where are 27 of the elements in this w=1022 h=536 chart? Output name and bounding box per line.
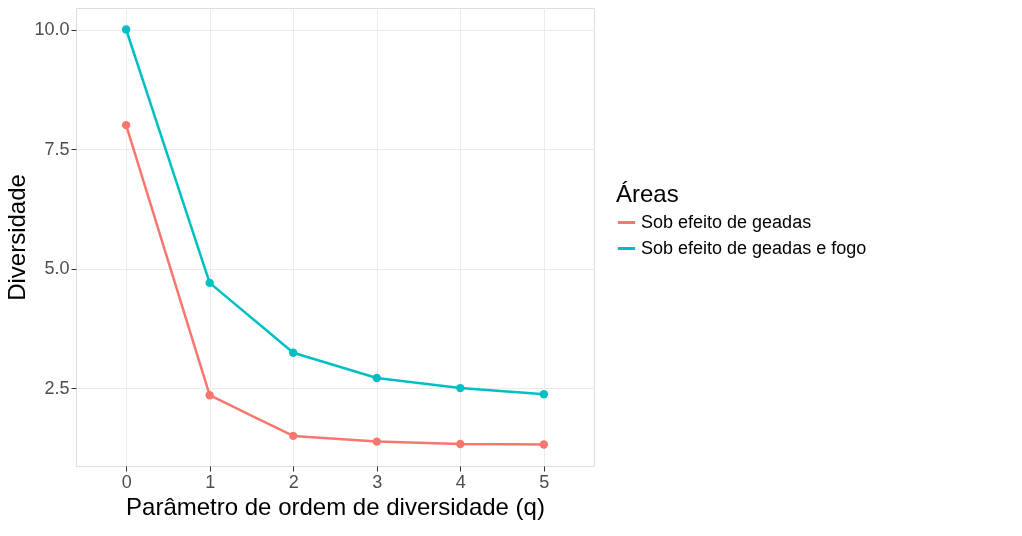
x-axis-title: Parâmetro de ordem de diversidade (q) — [126, 492, 545, 520]
legend-label: Sob efeito de geadas — [641, 211, 812, 232]
point — [372, 437, 381, 446]
point — [289, 431, 298, 441]
y-tick-label: 5.0 — [44, 258, 70, 279]
point — [456, 439, 465, 449]
point — [205, 278, 214, 288]
x-tick-label: 1 — [205, 471, 216, 492]
x-tick-label: 5 — [539, 471, 550, 492]
point — [205, 391, 214, 400]
y-tick-label: 10.0 — [34, 19, 70, 40]
point — [372, 373, 381, 383]
y-tick-label: 2.5 — [44, 377, 70, 398]
x-tick-label: 4 — [455, 471, 466, 492]
legend-label: Sob efeito de geadas e fogo — [641, 237, 867, 258]
x-tick-label: 0 — [121, 471, 132, 492]
y-tick-label: 7.5 — [44, 138, 70, 159]
x-tick-label: 3 — [372, 471, 383, 492]
point — [289, 348, 298, 357]
point — [539, 440, 549, 449]
point — [456, 383, 465, 393]
point — [539, 390, 549, 399]
y-axis-title: Diversidade — [3, 174, 31, 301]
legend-title: Áreas — [616, 180, 679, 207]
x-tick-label: 2 — [288, 471, 299, 492]
point — [121, 120, 131, 130]
point — [121, 25, 131, 34]
